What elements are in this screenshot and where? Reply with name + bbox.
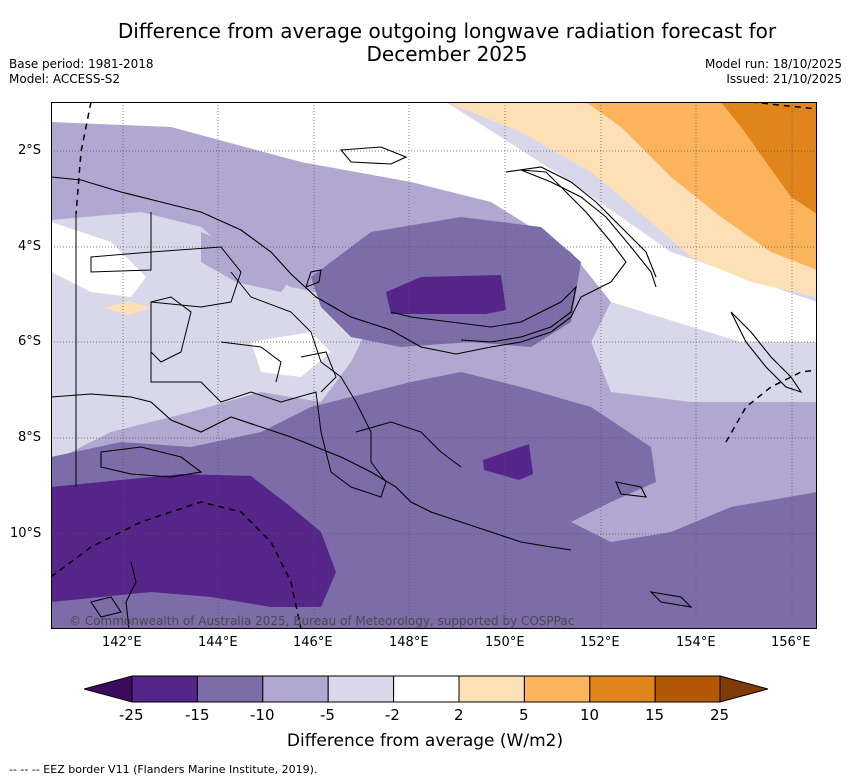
borders	[75, 212, 462, 498]
province-border-6	[355, 421, 462, 468]
colorbar-tick-25: 25	[710, 706, 730, 724]
model-name: Model: ACCESS-S2	[9, 72, 121, 86]
title-line-2: December 2025	[366, 42, 528, 66]
torres-coast	[100, 446, 203, 478]
meta-right: Model run: 18/10/2025 Issued: 21/10/2025	[705, 57, 842, 87]
lon-label-150e: 150°E	[485, 635, 525, 650]
colorbar-seg-minus5-minus2	[327, 675, 395, 703]
colorbar-seg-10-15	[589, 675, 656, 703]
lat-label-4s: 4°S	[18, 239, 42, 254]
colorbar-tick-10: 10	[580, 706, 600, 724]
colorbar-title: Difference from average (W/m2)	[286, 731, 564, 751]
map-title: Difference from average outgoing longwav…	[0, 20, 850, 66]
island-cape-york	[90, 596, 122, 618]
eez-border-west	[75, 102, 92, 215]
province-border-2	[150, 212, 387, 498]
new-ireland	[505, 166, 657, 278]
coastlines	[51, 146, 803, 629]
colorbar-extend-low	[84, 675, 133, 703]
province-border-5	[300, 351, 337, 393]
lat-label-2s: 2°S	[18, 143, 42, 158]
map-panel	[51, 102, 817, 629]
island-manus	[339, 146, 408, 165]
map-canvas	[51, 102, 817, 629]
colorbar-tick-minus15: -15	[185, 706, 210, 724]
field-minus10-minus5-inland	[201, 232, 296, 292]
colorbar-tick-minus10: -10	[250, 706, 275, 724]
new-guinea-north-coast	[51, 169, 657, 355]
colorbar-seg-5-10	[523, 675, 591, 703]
colorbar-tick-2: 2	[454, 706, 464, 724]
cape-york	[125, 561, 137, 629]
lon-label-156e: 156°E	[771, 635, 811, 650]
field-minus25-minus15-south	[51, 474, 336, 607]
island-rossel	[649, 591, 693, 608]
colorbar-tick-15: 15	[645, 706, 665, 724]
field-plus2-5-blob	[103, 301, 152, 315]
new-guinea-south-coast	[51, 393, 572, 551]
lat-label-10s: 10°S	[10, 526, 42, 541]
eez-border-north-east	[750, 102, 817, 110]
title-line-1: Difference from average outgoing longwav…	[117, 19, 777, 43]
colorbar-tick-minus25: -25	[119, 706, 144, 724]
new-britain	[390, 285, 577, 343]
field-neutral-central	[251, 332, 331, 377]
colorbar-extend-high	[719, 675, 768, 703]
province-border-4	[220, 341, 282, 383]
lat-label-8s: 8°S	[18, 430, 42, 445]
province-border-1	[90, 251, 152, 273]
colorbar-seg-15-25	[654, 675, 721, 703]
island-karkar	[305, 269, 322, 288]
colorbar	[84, 675, 768, 703]
lon-label-154e: 154°E	[676, 635, 716, 650]
map-frame	[51, 102, 817, 629]
lon-label-142e: 142°E	[102, 635, 142, 650]
field-plus10-15	[721, 102, 817, 214]
field-neutral-west	[51, 222, 146, 297]
meta-left: Base period: 1981-2018 Model: ACCESS-S2	[9, 57, 154, 87]
province-border-3	[150, 296, 192, 363]
colorbar-seg-minus15-minus10	[196, 675, 264, 703]
issued-date: Issued: 21/10/2025	[726, 72, 842, 86]
colorbar-seg-minus2-2	[393, 675, 460, 703]
field-neutral-north	[51, 102, 817, 342]
eez-border-south	[51, 501, 302, 629]
lon-label-146e: 146°E	[293, 635, 333, 650]
base-period: Base period: 1981-2018	[9, 57, 154, 71]
colorbar-tick-5: 5	[519, 706, 529, 724]
model-run: Model run: 18/10/2025	[704, 57, 842, 71]
colorbar-tick-minus2: -2	[385, 706, 400, 724]
island-woodlark	[615, 481, 647, 498]
bougainville	[730, 311, 803, 394]
lon-label-152e: 152°E	[580, 635, 620, 650]
field-minus25-minus15-north	[386, 275, 506, 314]
colorbar-seg-2-5	[458, 675, 525, 703]
colorbar-seg-minus25-minus15	[131, 675, 198, 703]
colorbar-tick-minus5: -5	[320, 706, 335, 724]
field-minus25-minus15-central	[483, 444, 533, 480]
eez-borders	[51, 102, 817, 629]
colorbar-seg-minus10-minus5	[262, 675, 329, 703]
gridlines	[51, 102, 817, 629]
eez-legend-note: -- -- -- EEZ border V11 (Flanders Marine…	[9, 763, 318, 776]
lon-label-144e: 144°E	[198, 635, 238, 650]
eez-border-east	[725, 369, 817, 443]
lat-label-6s: 6°S	[18, 334, 42, 349]
lon-label-148e: 148°E	[389, 635, 429, 650]
copyright-note: © Commonwealth of Australia 2025, Bureau…	[69, 614, 575, 628]
